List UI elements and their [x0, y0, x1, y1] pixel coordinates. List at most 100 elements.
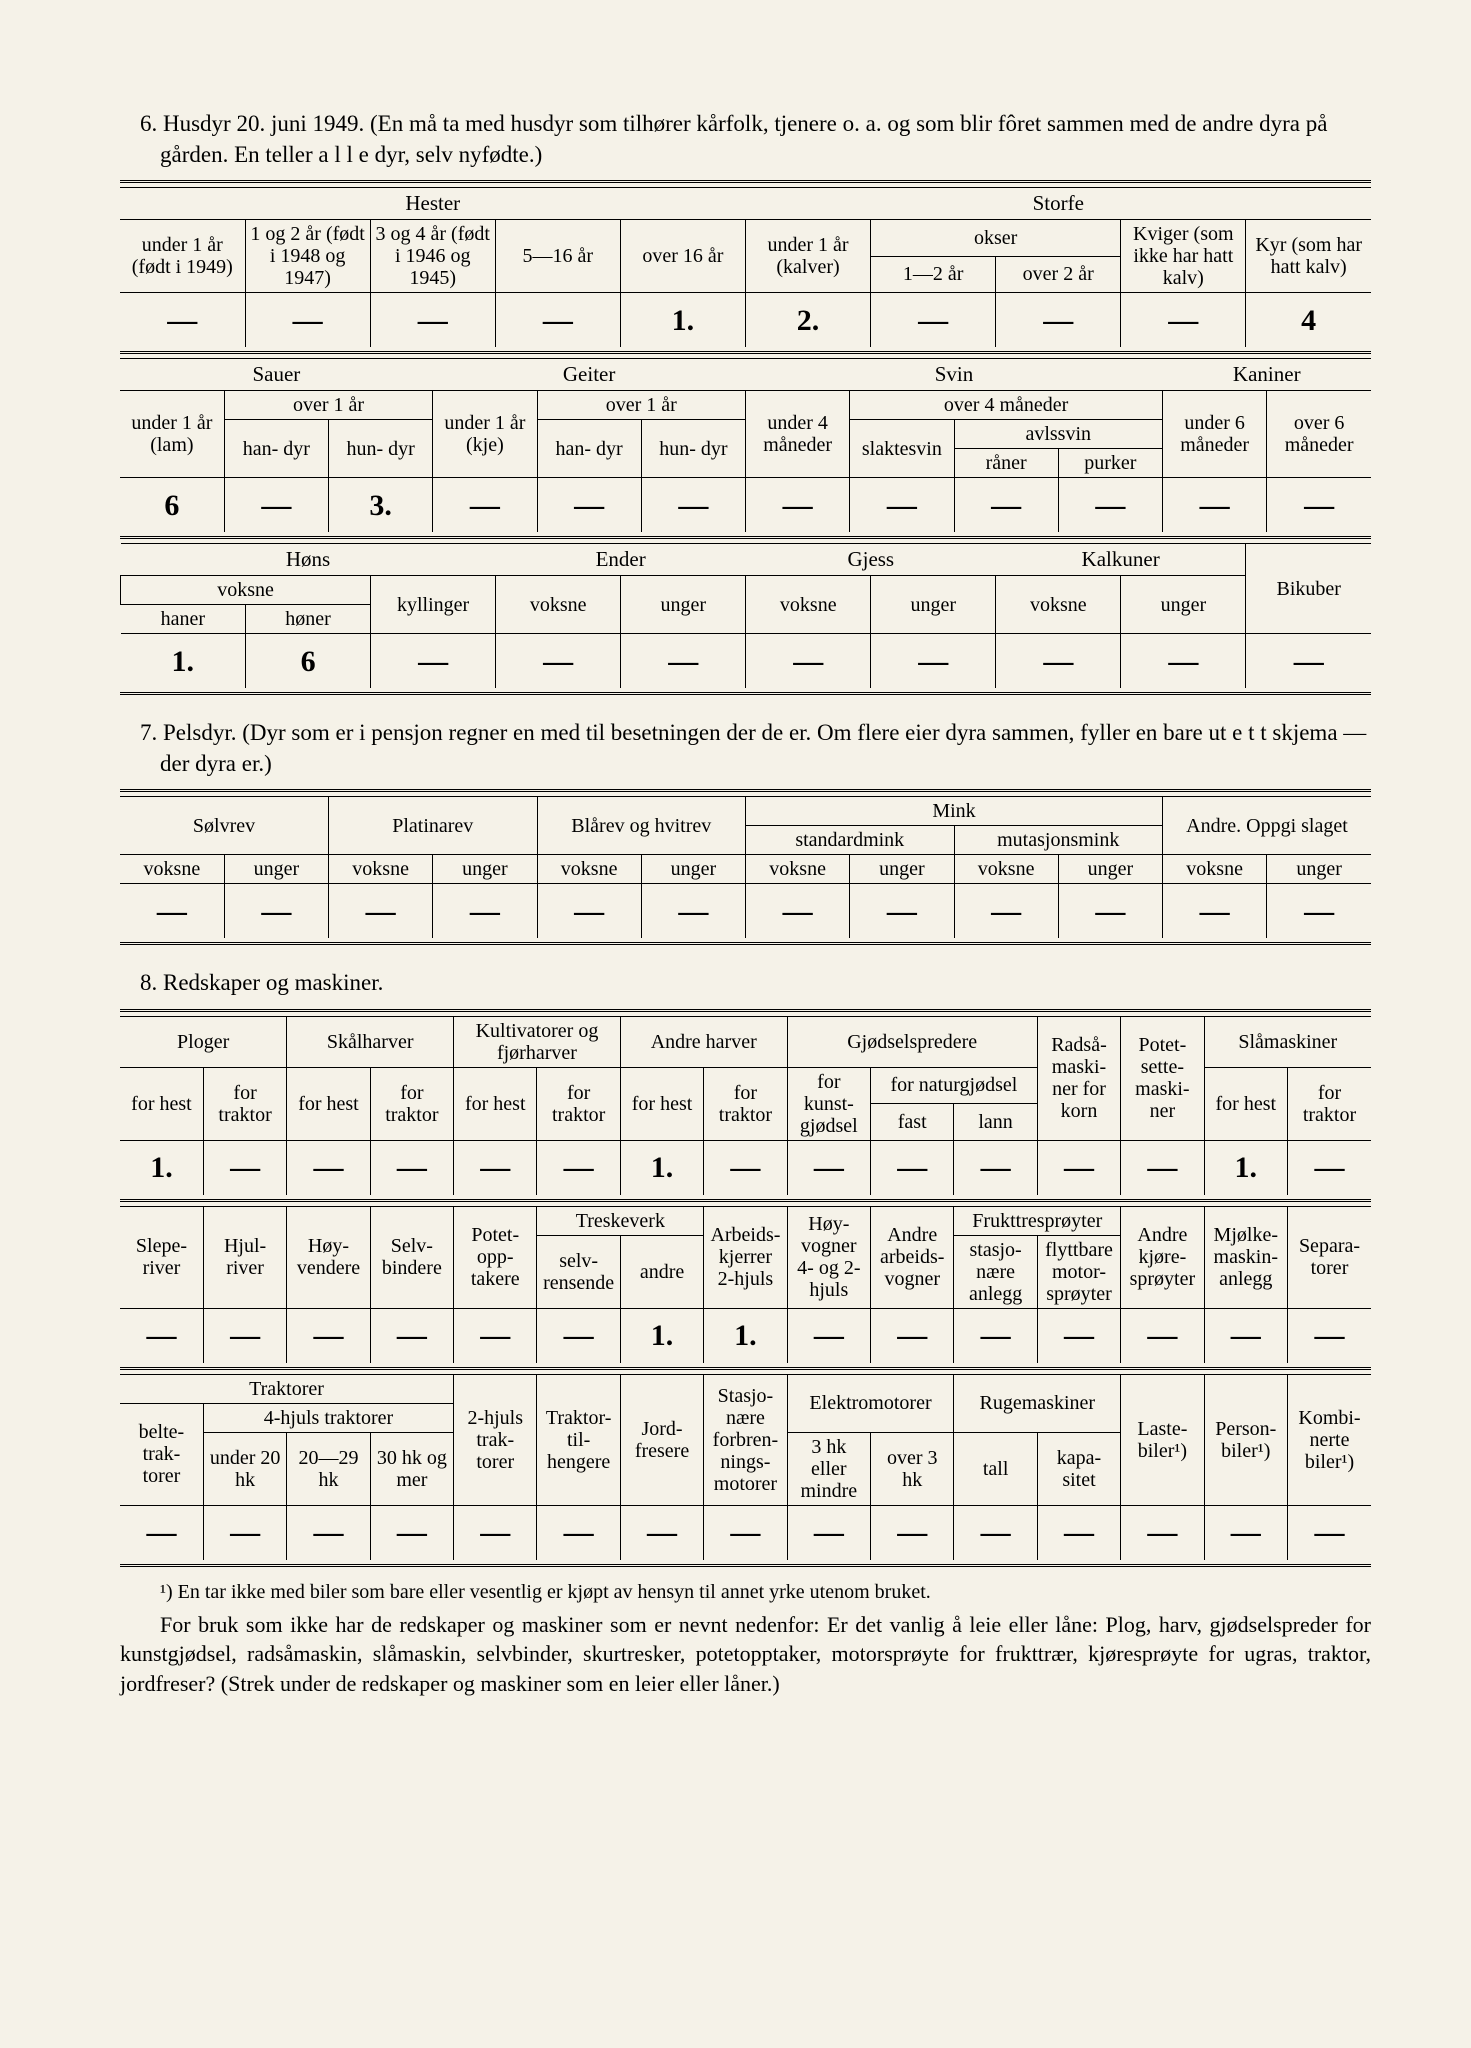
cell: — [1121, 293, 1246, 348]
avls: avlssvin [954, 420, 1163, 449]
hk2029: 20—29 hk [287, 1432, 370, 1505]
cell: — [1121, 1308, 1204, 1363]
stasjonare: stasjo- nære anlegg [954, 1235, 1037, 1308]
sau-u1: under 1 år (lam) [120, 391, 224, 478]
ok-12: 1—2 år [871, 256, 996, 293]
svin-o4: over 4 måneder [850, 391, 1163, 420]
rugemask: Rugemaskiner [954, 1374, 1121, 1432]
cell: — [537, 478, 641, 533]
okser: okser [871, 220, 1121, 257]
handyr: han- dyr [224, 420, 328, 478]
mink: Mink [746, 797, 1163, 826]
kviger: Kviger (som ikke har hatt kalv) [1121, 220, 1246, 293]
lastebiler: Laste- biler¹) [1121, 1374, 1204, 1505]
cell: 4 [1246, 293, 1371, 348]
hons: Høns [121, 544, 496, 576]
cell: — [433, 478, 537, 533]
andre-lbl: andre [620, 1235, 703, 1308]
cell: 3. [329, 478, 433, 533]
cell: — [1121, 1140, 1204, 1195]
table-hons: Høns Ender Gjess Kalkuner Bikuber voksne… [120, 543, 1371, 688]
stdmink: standardmink [746, 826, 955, 855]
hundyr: hun- dyr [329, 420, 433, 478]
ploger: Ploger [120, 1016, 287, 1067]
cell: — [1163, 884, 1267, 939]
para: For bruk som ikke har de redskaper og ma… [120, 1610, 1371, 1699]
storfe-title: Storfe [745, 188, 1371, 220]
voksne: voksne [996, 576, 1121, 634]
over1: over 1 år [537, 391, 746, 420]
cell: — [954, 1140, 1037, 1195]
cell: 1. [620, 1308, 703, 1363]
potetsette: Potet- sette- maski- ner [1121, 1016, 1204, 1140]
voksne: voksne [537, 855, 641, 884]
cell: — [746, 884, 850, 939]
handyr: han- dyr [537, 420, 641, 478]
cell: — [620, 1505, 703, 1560]
personbiler: Person- biler¹) [1204, 1374, 1287, 1505]
ender: Ender [496, 544, 746, 576]
unger: unger [621, 576, 746, 634]
cell: — [871, 1140, 954, 1195]
unger: unger [1267, 855, 1371, 884]
andreharver: Andre harver [620, 1016, 787, 1067]
haner: haner [121, 605, 246, 634]
cell: — [245, 293, 370, 348]
platinarev: Platinarev [329, 797, 538, 855]
s8-row1: 1. — — — — — 1. — — — — — — 1. — [120, 1140, 1371, 1195]
s6-heading: 6. Husdyr 20. juni 1949. (En må ta med h… [140, 108, 1371, 170]
table-redskap2: Slepe- river Hjul- river Høy- vendere Se… [120, 1206, 1371, 1363]
cell: — [871, 634, 996, 689]
frukttre: Frukttresprøyter [954, 1206, 1121, 1235]
row1-values: — — — — 1. 2. — — — 4 [120, 293, 1371, 348]
table-sauer-geiter: Sauer Geiter Svin Kaniner under 1 år (la… [120, 358, 1371, 532]
jordfresere: Jord- fresere [620, 1374, 703, 1505]
cell: — [1204, 1505, 1287, 1560]
cell: 1. [704, 1308, 787, 1363]
voksne: voksne [1163, 855, 1267, 884]
andre: Andre. Oppgi slaget [1163, 797, 1372, 855]
mjolke: Mjølke- maskin- anlegg [1204, 1206, 1287, 1308]
cell: — [1204, 1308, 1287, 1363]
s-under1: under 1 år (kalver) [745, 220, 870, 293]
cell: 2. [745, 293, 870, 348]
for-hest: for hest [1204, 1067, 1287, 1140]
for-traktor: for traktor [203, 1067, 286, 1140]
table-pelsdyr: Sølvrev Platinarev Blårev og hvitrev Min… [120, 796, 1371, 938]
cell: — [496, 634, 621, 689]
cell: — [787, 1140, 870, 1195]
cell: — [287, 1308, 370, 1363]
cell: — [370, 1505, 453, 1560]
kyr: Kyr (som har hatt kalv) [1246, 220, 1371, 293]
cell: — [537, 1140, 620, 1195]
hundyr: hun- dyr [641, 420, 745, 478]
table-redskap1: Ploger Skålharver Kultivatorer og fjørha… [120, 1016, 1371, 1195]
table-hester-storfe: Hester Storfe under 1 år (født i 1949) 1… [120, 187, 1371, 347]
cell: — [746, 478, 850, 533]
rule [120, 180, 1371, 183]
unger: unger [224, 855, 328, 884]
for-traktor: for traktor [370, 1067, 453, 1140]
hester-title: Hester [120, 188, 745, 220]
kalkuner: Kalkuner [996, 544, 1246, 576]
rule [120, 1564, 1371, 1567]
for-hest: for hest [120, 1067, 203, 1140]
voksne: voksne [746, 855, 850, 884]
selvbindere: Selv- bindere [370, 1206, 453, 1308]
cell: — [433, 884, 537, 939]
cell: — [954, 1505, 1037, 1560]
cell: — [954, 1308, 1037, 1363]
rule [120, 789, 1371, 792]
cell: — [537, 1308, 620, 1363]
mutmink: mutasjonsmink [954, 826, 1163, 855]
h-3og4: 3 og 4 år (født i 1946 og 1945) [370, 220, 495, 293]
cell: — [850, 478, 954, 533]
andrearbvogner: Andre arbeids- vogner [871, 1206, 954, 1308]
s7-heading: 7. Pelsdyr. (Dyr som er i pensjon regner… [140, 717, 1371, 779]
cell: — [370, 1140, 453, 1195]
for-traktor: for traktor [704, 1067, 787, 1140]
unger: unger [850, 855, 954, 884]
cell: — [454, 1308, 537, 1363]
fast: fast [871, 1104, 954, 1141]
tall: tall [954, 1432, 1037, 1505]
